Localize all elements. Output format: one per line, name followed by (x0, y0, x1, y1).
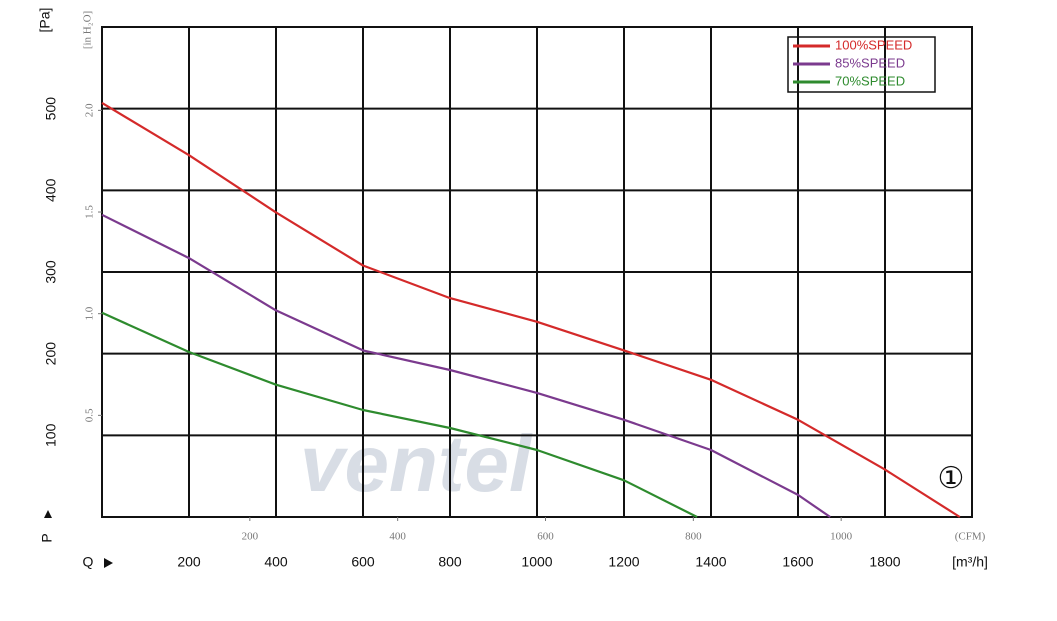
curve (101, 311, 698, 518)
x-tick-label: 800 (438, 554, 462, 570)
legend-label: 100%SPEED (835, 37, 912, 52)
x2-tick-label: 200 (242, 531, 259, 543)
x-tick-label: 1800 (869, 554, 900, 570)
x-symbol: Q (83, 554, 94, 570)
legend-label: 70%SPEED (835, 73, 905, 88)
y-tick-label: 500 (43, 97, 59, 121)
y2-tick-label: 0.5 (84, 408, 96, 422)
curve (101, 101, 961, 518)
legend-label: 85%SPEED (835, 55, 905, 70)
x-tick-label: 1600 (782, 554, 813, 570)
x2-axis-label: (CFM) (955, 531, 986, 543)
y2-tick-label: 1.5 (84, 205, 96, 219)
y-tick-label: 100 (43, 423, 59, 447)
annotation: ① (938, 462, 965, 495)
y-tick-label: 300 (43, 260, 59, 284)
y-tick-label: 200 (43, 342, 59, 366)
curve (101, 213, 831, 518)
y-symbol: P (39, 533, 55, 542)
x2-tick-label: 400 (389, 531, 406, 543)
x-tick-label: 400 (264, 554, 288, 570)
x-tick-label: 1000 (521, 554, 552, 570)
x-tick-label: 1200 (608, 554, 639, 570)
y2-tick-label: 2.0 (84, 103, 96, 117)
x2-tick-label: 600 (537, 531, 554, 543)
y-arrow (44, 510, 52, 518)
x-axis-label: [m³/h] (952, 554, 988, 570)
x2-tick-label: 800 (685, 531, 702, 543)
y2-axis-label: [in H₂O] (82, 11, 94, 49)
y-axis-label: [Pa] (37, 8, 53, 33)
watermark: ventel (300, 419, 533, 508)
x-tick-label: 1400 (695, 554, 726, 570)
x2-tick-label: 1000 (830, 531, 853, 543)
x-tick-label: 600 (351, 554, 375, 570)
x-tick-label: 200 (177, 554, 201, 570)
y-tick-label: 400 (43, 178, 59, 202)
x-arrow (104, 558, 113, 568)
y2-tick-label: 1.0 (84, 306, 96, 320)
